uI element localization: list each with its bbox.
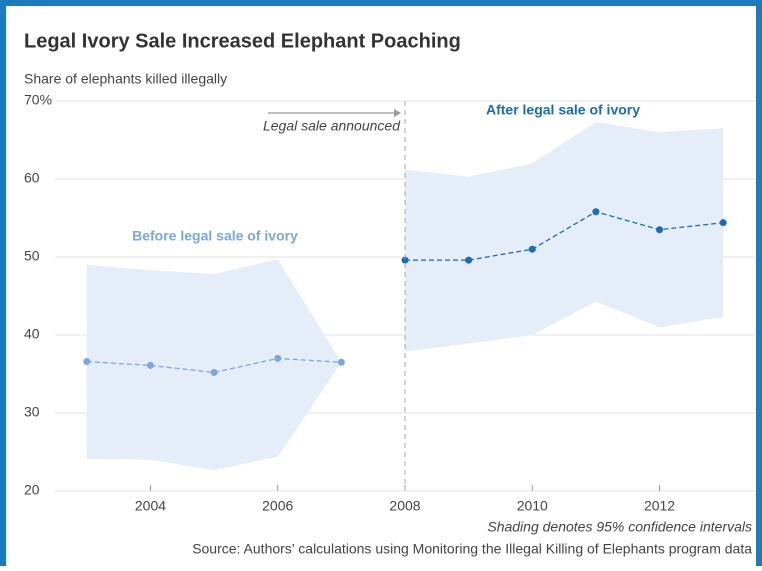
point <box>719 219 727 227</box>
border-top <box>0 0 762 6</box>
note: Shading denotes 95% confidence intervals <box>487 519 752 535</box>
event-label: Legal sale announced <box>263 118 401 134</box>
point <box>528 245 536 253</box>
series-label: After legal sale of ivory <box>486 102 640 118</box>
confidence-band <box>405 122 724 352</box>
confidence-band <box>86 259 342 470</box>
x-tick-label: 2010 <box>517 498 548 514</box>
point <box>465 256 473 264</box>
y-tick-label: 20 <box>24 482 40 498</box>
y-axis-label: Share of elephants killed illegally <box>24 71 227 87</box>
x-tick-label: 2008 <box>389 498 420 514</box>
x-tick-label: 2006 <box>262 498 293 514</box>
chart-title: Legal Ivory Sale Increased Elephant Poac… <box>24 30 461 52</box>
point <box>83 358 91 366</box>
event-arrowhead <box>394 109 401 117</box>
point <box>401 256 409 264</box>
series-label: Before legal sale of ivory <box>132 228 298 244</box>
point <box>656 226 664 234</box>
point <box>337 358 345 366</box>
point <box>274 354 282 362</box>
point <box>210 368 218 376</box>
point <box>592 208 600 216</box>
y-tick-label: 70% <box>24 92 52 108</box>
y-tick-label: 30 <box>24 404 40 420</box>
y-tick-label: 40 <box>24 326 40 342</box>
series-line <box>86 357 342 374</box>
point <box>146 361 154 369</box>
x-tick-label: 2004 <box>135 498 166 514</box>
y-tick-label: 60 <box>24 170 40 186</box>
border-right <box>756 0 762 566</box>
y-tick-label: 50 <box>24 248 40 264</box>
source: Source: Authors’ calculations using Moni… <box>192 541 752 557</box>
border-left <box>0 0 6 566</box>
x-tick-label: 2012 <box>644 498 675 514</box>
